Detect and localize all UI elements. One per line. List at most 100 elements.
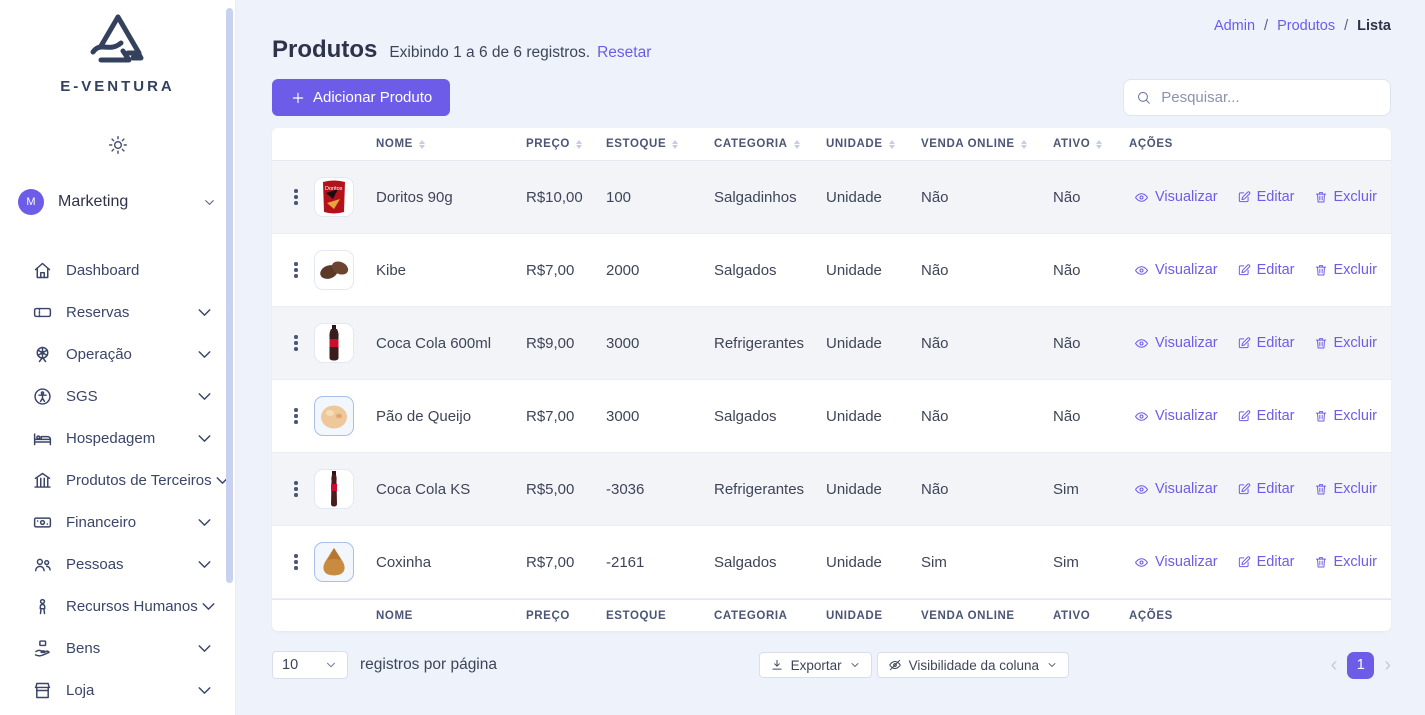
column-header-unidade[interactable]: UNIDADE (826, 138, 921, 150)
breadcrumb-link-produtos[interactable]: Produtos (1277, 18, 1336, 34)
sidebar-item-opera-o[interactable]: Operação (0, 333, 235, 375)
records-summary: Exibindo 1 a 6 de 6 registros. (389, 44, 591, 61)
sidebar-item-pessoas[interactable]: Pessoas (0, 543, 235, 585)
eye-icon (1135, 192, 1148, 202)
edit-icon (1238, 337, 1250, 349)
view-action-link[interactable]: Visualizar (1134, 189, 1218, 205)
column-header-nome[interactable]: NOME (376, 609, 413, 622)
previous-page-button[interactable]: ‹ (1330, 654, 1338, 676)
brand-logo[interactable]: E-VENTURA (0, 0, 235, 95)
edit-action-link[interactable]: Editar (1237, 481, 1295, 497)
cell-categoria: Salgados (714, 553, 777, 571)
plus-icon (292, 92, 304, 103)
eye-icon (1135, 557, 1148, 567)
sort-icon (1020, 139, 1027, 149)
sidebar-item-reservas[interactable]: Reservas (0, 291, 235, 333)
column-header-ativo[interactable]: ATIVO (1053, 138, 1129, 150)
trash-icon (1315, 338, 1326, 349)
add-product-button[interactable]: Adicionar Produto (272, 79, 451, 116)
chevron-down-icon (198, 434, 211, 442)
column-header-categoria[interactable]: CATEGORIA (714, 609, 788, 622)
delete-action-link[interactable]: Excluir (1314, 408, 1377, 424)
sort-icon (418, 139, 425, 149)
chevron-down-icon (198, 518, 211, 526)
cell-unidade: Unidade (826, 261, 882, 279)
cell-preco: R$7,00 (526, 261, 575, 279)
column-header-estoque[interactable]: ESTOQUE (606, 138, 714, 150)
cell-ativo: Não (1053, 407, 1081, 425)
delete-action-link[interactable]: Excluir (1314, 554, 1377, 570)
edit-action-link[interactable]: Editar (1237, 408, 1295, 424)
svg-text:Doritos: Doritos (325, 186, 343, 192)
hand-box-icon (34, 639, 50, 657)
column-header-nome[interactable]: NOME (376, 138, 526, 150)
page-size-select[interactable]: 10 (272, 651, 348, 679)
export-button[interactable]: Exportar (758, 652, 872, 678)
trash-icon (1315, 557, 1326, 568)
table-footer-header: NOME PREÇO ESTOQUE CATEGORIA UNIDADE VEN… (272, 599, 1391, 631)
view-action-link[interactable]: Visualizar (1134, 554, 1218, 570)
breadcrumb-current: Lista (1357, 18, 1391, 34)
user-menu[interactable]: M Marketing (18, 189, 217, 215)
sidebar-item-loja[interactable]: Loja (0, 669, 235, 711)
delete-action-link[interactable]: Excluir (1314, 335, 1377, 351)
column-header-unidade[interactable]: UNIDADE (826, 609, 883, 622)
sidebar-item-produtos-de-terceiros[interactable]: Produtos de Terceiros (0, 459, 235, 501)
delete-action-link[interactable]: Excluir (1314, 481, 1377, 497)
ticket-icon (33, 307, 52, 317)
breadcrumb-link-admin[interactable]: Admin (1213, 18, 1256, 34)
edit-action-link[interactable]: Editar (1237, 554, 1295, 570)
delete-action-link[interactable]: Excluir (1314, 189, 1377, 205)
cell-ativo: Sim (1053, 480, 1079, 498)
cell-ativo: Não (1053, 334, 1081, 352)
person-icon (39, 598, 46, 614)
row-menu-button[interactable] (272, 329, 306, 357)
table-header: NOME PREÇO ESTOQUE CATEGORIA UNIDADE VEN… (272, 128, 1391, 161)
sidebar-nav: Dashboard Reservas Operação SGS Hospedag… (0, 249, 235, 711)
chevron-down-icon (1048, 663, 1056, 667)
sidebar-scrollbar[interactable] (226, 8, 233, 583)
cell-estoque: 3000 (606, 407, 640, 425)
column-visibility-button[interactable]: Visibilidade da coluna (876, 652, 1070, 678)
column-header-categoria[interactable]: CATEGORIA (714, 138, 826, 150)
row-menu-button[interactable] (272, 475, 306, 503)
row-menu-button[interactable] (272, 402, 306, 430)
column-header-estoque[interactable]: ESTOQUE (606, 609, 667, 622)
cell-unidade: Unidade (826, 407, 882, 425)
view-action-link[interactable]: Visualizar (1134, 481, 1218, 497)
view-action-link[interactable]: Visualizar (1134, 262, 1218, 278)
delete-action-link[interactable]: Excluir (1314, 262, 1377, 278)
column-header-ativo[interactable]: ATIVO (1053, 609, 1091, 622)
column-header-venda-online[interactable]: VENDA ONLINE (921, 138, 1053, 150)
table-row: Pão de Queijo R$7,00 3000 Salgados Unida… (272, 380, 1391, 453)
view-action-link[interactable]: Visualizar (1134, 335, 1218, 351)
row-menu-button[interactable] (272, 256, 306, 284)
sidebar-item-dashboard[interactable]: Dashboard (0, 249, 235, 291)
view-action-link[interactable]: Visualizar (1134, 408, 1218, 424)
row-menu-button[interactable] (272, 183, 306, 211)
row-menu-button[interactable] (272, 548, 306, 576)
edit-action-link[interactable]: Editar (1237, 262, 1295, 278)
cell-unidade: Unidade (826, 553, 882, 571)
edit-action-link[interactable]: Editar (1237, 189, 1295, 205)
breadcrumb-separator: / (1344, 18, 1349, 34)
cell-nome: Kibe (376, 261, 407, 279)
next-page-button[interactable]: › (1384, 654, 1391, 676)
reset-link[interactable]: Resetar (597, 44, 652, 61)
cell-venda-online: Não (921, 480, 949, 498)
edit-action-link[interactable]: Editar (1237, 335, 1295, 351)
sidebar-item-bens[interactable]: Bens (0, 627, 235, 669)
search-input[interactable] (1161, 89, 1378, 106)
sidebar-item-hospedagem[interactable]: Hospedagem (0, 417, 235, 459)
avatar: M (18, 189, 44, 215)
cell-unidade: Unidade (826, 480, 882, 498)
sidebar-item-financeiro[interactable]: Financeiro (0, 501, 235, 543)
current-page-button[interactable]: 1 (1347, 651, 1375, 679)
column-header-venda-online[interactable]: VENDA ONLINE (921, 609, 1015, 622)
cell-venda-online: Não (921, 188, 949, 206)
sidebar-item-sgs[interactable]: SGS (0, 375, 235, 417)
theme-toggle-button[interactable] (104, 131, 132, 159)
sidebar-item-recursos-humanos[interactable]: Recursos Humanos (0, 585, 235, 627)
column-header-pre-o[interactable]: PREÇO (526, 138, 606, 150)
column-header-pre-o[interactable]: PREÇO (526, 609, 570, 622)
